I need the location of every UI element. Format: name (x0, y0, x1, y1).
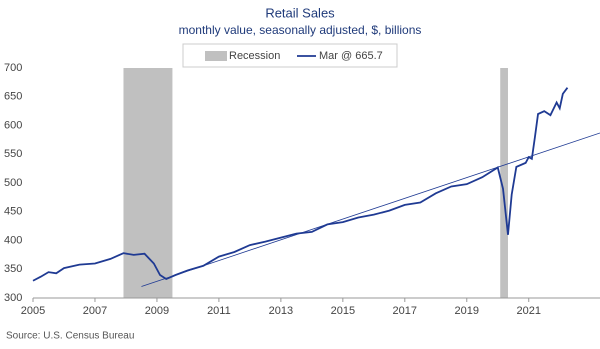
legend-label: Mar @ 665.7 (319, 50, 383, 62)
x-tick-label: 2015 (331, 305, 355, 317)
x-tick-label: 2013 (269, 305, 293, 317)
recession-band (123, 68, 173, 298)
x-tick-label: 2011 (207, 305, 231, 317)
x-tick-label: 2021 (516, 305, 540, 317)
x-tick-label: 2017 (393, 305, 417, 317)
y-tick-label: 350 (4, 263, 22, 275)
trend-line (141, 132, 600, 287)
x-tick-label: 2019 (455, 305, 479, 317)
y-tick-label: 450 (4, 206, 22, 218)
recession-band (500, 68, 508, 298)
x-tick-label: 2009 (145, 305, 169, 317)
chart-title: Retail Sales (265, 5, 335, 20)
source: Source: U.S. Census Bureau (6, 331, 134, 342)
x-tick-label: 2007 (83, 305, 107, 317)
y-tick-label: 550 (4, 148, 22, 160)
legend-label: Recession (229, 50, 280, 62)
legend-box (182, 43, 398, 68)
y-tick-label: 600 (4, 119, 22, 131)
data-line (32, 87, 569, 282)
x-tick-label: 2005 (21, 305, 45, 317)
y-tick-label: 300 (4, 292, 22, 304)
y-tick-label: 500 (4, 177, 22, 189)
legend-swatch (205, 51, 227, 61)
y-tick-label: 650 (4, 91, 22, 103)
chart-subtitle: monthly value, seasonally adjusted, $, b… (179, 23, 422, 37)
y-tick-label: 700 (4, 62, 22, 74)
y-tick-label: 400 (4, 234, 22, 246)
